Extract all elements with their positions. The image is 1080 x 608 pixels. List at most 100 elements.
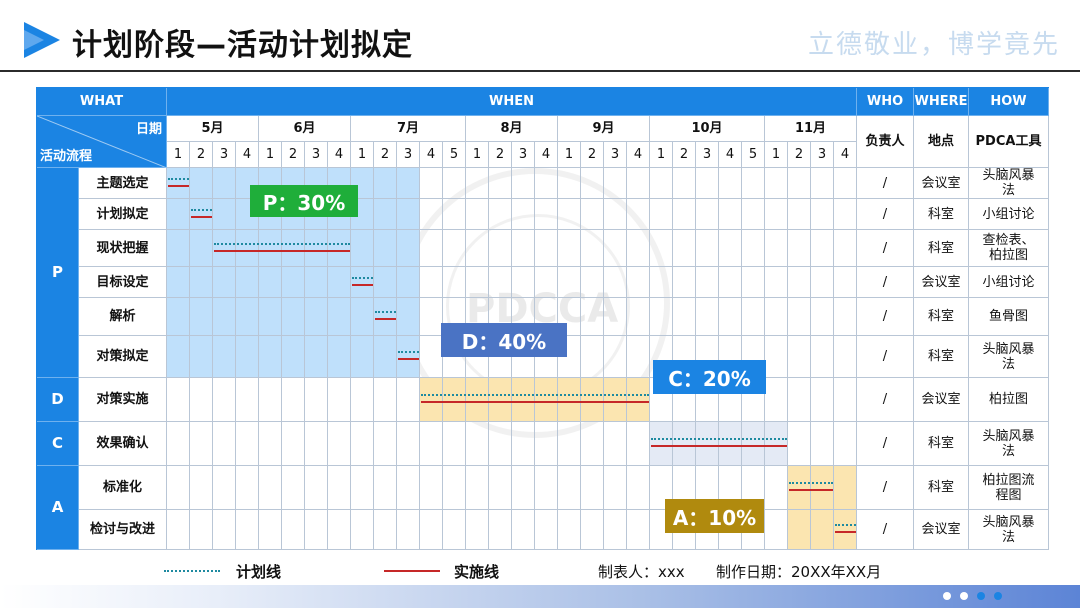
timeline-cell xyxy=(742,230,765,267)
timeline-cell xyxy=(535,422,558,466)
timeline-cell xyxy=(811,466,834,510)
timeline-cell xyxy=(213,378,236,422)
timeline-cell xyxy=(719,168,742,199)
timeline-cell xyxy=(328,336,351,378)
timeline-cell xyxy=(673,199,696,230)
timeline-cell xyxy=(443,168,466,199)
timeline-cell xyxy=(397,378,420,422)
timeline-cell xyxy=(466,336,489,378)
badge-p: P：30% xyxy=(250,185,358,217)
timeline-cell xyxy=(535,168,558,199)
timeline-cell xyxy=(742,168,765,199)
timeline-cell xyxy=(512,466,535,510)
timeline-cell xyxy=(213,267,236,298)
timeline-cell xyxy=(535,230,558,267)
timeline-cell xyxy=(397,168,420,199)
slide-header: 计划阶段—活动计划拟定 立德敬业，博学竟先 xyxy=(0,0,1080,72)
timeline-cell xyxy=(811,422,834,466)
timeline-cell xyxy=(351,510,374,550)
timeline-cell xyxy=(604,466,627,510)
timeline-cell xyxy=(351,422,374,466)
task-cell: 解析 xyxy=(79,298,167,336)
timeline-cell xyxy=(190,466,213,510)
page-dot[interactable] xyxy=(994,592,1002,600)
month-1: 6月 xyxy=(259,116,351,142)
task-cell: 检讨与改进 xyxy=(79,510,167,550)
actual-line-sample xyxy=(384,570,440,572)
timeline-cell xyxy=(328,510,351,550)
timeline-cell xyxy=(167,168,190,199)
timeline-cell xyxy=(788,267,811,298)
timeline-cell xyxy=(788,422,811,466)
timeline-cell xyxy=(627,267,650,298)
timeline-cell xyxy=(742,510,765,550)
sub-header-where: 地点 xyxy=(914,116,969,168)
month-0: 5月 xyxy=(167,116,259,142)
week-cell: 3 xyxy=(305,142,328,168)
actual-line xyxy=(352,283,373,286)
week-cell: 4 xyxy=(328,142,351,168)
timeline-cell xyxy=(558,267,581,298)
actual-line xyxy=(168,184,189,187)
timeline-cell xyxy=(420,336,443,378)
week-cell: 1 xyxy=(167,142,190,168)
timeline-cell xyxy=(535,267,558,298)
phase-shade-3 xyxy=(788,466,857,550)
actual-line xyxy=(398,358,419,360)
timeline-cell xyxy=(742,267,765,298)
timeline-cell xyxy=(374,168,397,199)
timeline-cell xyxy=(765,267,788,298)
who-cell: / xyxy=(857,298,914,336)
timeline-cell xyxy=(420,378,443,422)
timeline-cell xyxy=(696,298,719,336)
timeline-cell xyxy=(351,199,374,230)
timeline-cell xyxy=(489,267,512,298)
flow-label: 活动流程 xyxy=(40,149,93,164)
timeline-cell xyxy=(627,298,650,336)
timeline-cell xyxy=(236,230,259,267)
timeline-cell xyxy=(719,230,742,267)
timeline-cell xyxy=(581,510,604,550)
task-cell: 现状把握 xyxy=(79,230,167,267)
timeline-cell xyxy=(305,378,328,422)
task-cell: 对策拟定 xyxy=(79,336,167,378)
week-cell: 2 xyxy=(489,142,512,168)
page-dot[interactable] xyxy=(943,592,951,600)
timeline-cell xyxy=(351,267,374,298)
timeline-cell xyxy=(236,422,259,466)
phase-d: D xyxy=(37,378,79,422)
timeline-cell xyxy=(834,267,857,298)
timeline-cell xyxy=(351,336,374,378)
badge-c: C：20% xyxy=(653,360,766,394)
how-cell: 查检表、柏拉图 xyxy=(969,230,1049,267)
timeline-cell xyxy=(650,199,673,230)
week-cell: 4 xyxy=(420,142,443,168)
timeline-cell xyxy=(397,422,420,466)
schedule-table: WHAT WHEN WHO WHERE HOW 日期 活动流程 5月 1 2 3 4 6月 1 2 3 4 7月 1… xyxy=(36,87,1049,550)
timeline-cell xyxy=(305,466,328,510)
timeline-cell xyxy=(811,168,834,199)
who-cell: / xyxy=(857,466,914,510)
timeline-cell xyxy=(673,378,696,422)
timeline-cell xyxy=(443,466,466,510)
timeline-cell xyxy=(443,199,466,230)
page-dot[interactable] xyxy=(960,592,968,600)
timeline-cell xyxy=(259,422,282,466)
where-cell: 科室 xyxy=(914,298,969,336)
how-cell: 柏拉图流程图 xyxy=(969,466,1049,510)
timeline-cell xyxy=(489,230,512,267)
month-4: 9月 xyxy=(558,116,650,142)
week-cell: 1 xyxy=(466,142,489,168)
timeline-cell xyxy=(328,267,351,298)
timeline-cell xyxy=(788,466,811,510)
header-divider xyxy=(0,70,1080,72)
timeline-cell xyxy=(190,336,213,378)
page-dot[interactable] xyxy=(977,592,985,600)
timeline-cell xyxy=(581,378,604,422)
week-cell: 4 xyxy=(535,142,558,168)
timeline-cell xyxy=(742,422,765,466)
timeline-cell xyxy=(466,199,489,230)
timeline-cell xyxy=(305,230,328,267)
timeline-cell xyxy=(259,230,282,267)
timeline-cell xyxy=(190,168,213,199)
